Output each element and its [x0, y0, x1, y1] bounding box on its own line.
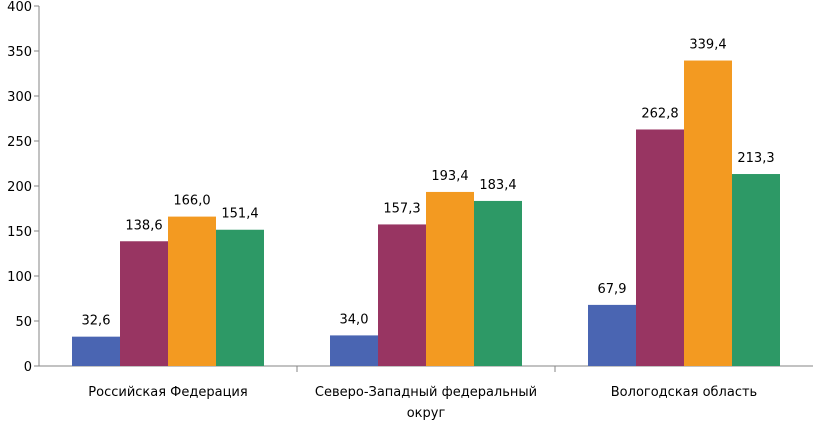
data-labels: 32,6 34,0 67,9 138,6 157,3 262,8 166,0 193,4 339…	[82, 38, 775, 329]
bar	[72, 336, 120, 366]
data-label: 193,4	[431, 169, 468, 184]
category-label: Российская Федерация	[88, 385, 247, 400]
data-label: 339,4	[689, 38, 726, 53]
y-tick-label: 200	[7, 180, 32, 195]
bar	[426, 191, 474, 366]
y-axis: 0 50 100 150 200 250 300 350 400	[7, 0, 40, 375]
y-tick-label: 150	[7, 225, 32, 240]
data-label: 213,3	[737, 151, 774, 166]
data-label: 166,0	[173, 194, 210, 209]
bar	[330, 335, 378, 366]
bar	[474, 200, 522, 366]
bar	[120, 241, 168, 366]
y-tick-label: 0	[24, 360, 32, 375]
bar	[732, 174, 780, 366]
data-label: 157,3	[383, 201, 420, 216]
y-tick-label: 300	[7, 90, 32, 105]
data-label: 138,6	[125, 218, 162, 233]
y-tick-label: 350	[7, 45, 32, 60]
bars	[72, 60, 780, 366]
data-label: 151,4	[221, 207, 258, 222]
data-label: 34,0	[340, 312, 369, 327]
data-label: 67,9	[598, 282, 627, 297]
bar	[636, 129, 684, 366]
bar	[684, 60, 732, 366]
data-label: 32,6	[82, 314, 111, 329]
bar	[588, 304, 636, 366]
bar	[216, 229, 264, 366]
category-label: Вологодская область	[611, 385, 757, 400]
y-tick-label: 400	[7, 0, 32, 15]
y-tick-label: 250	[7, 135, 32, 150]
y-tick-label: 100	[7, 270, 32, 285]
bar	[378, 224, 426, 366]
data-label: 183,4	[479, 178, 516, 193]
y-tick-label: 50	[15, 315, 32, 330]
x-axis: Российская Федерация Северо-Западный феде…	[39, 365, 813, 421]
bar	[168, 216, 216, 366]
data-label: 262,8	[641, 106, 678, 121]
category-label: Северо-Западный федеральный округ	[315, 385, 537, 421]
